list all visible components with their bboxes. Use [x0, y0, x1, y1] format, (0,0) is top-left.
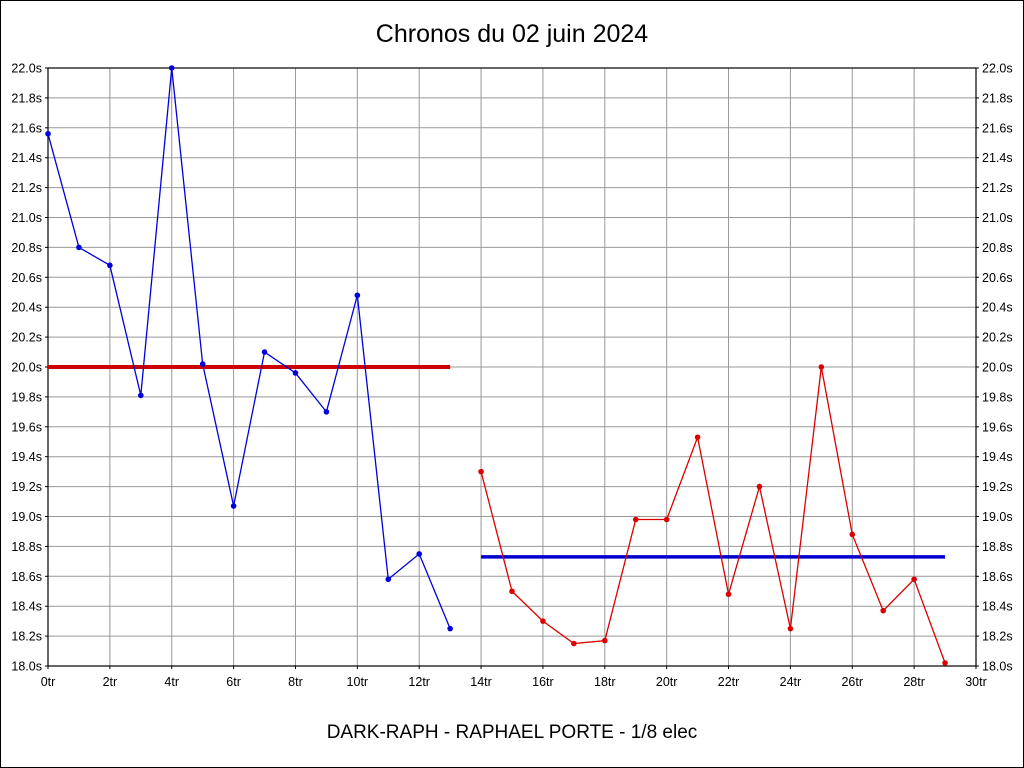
red-series-point — [818, 364, 825, 370]
y-axis-label-right: 19.4s — [982, 450, 1013, 464]
x-axis-label: 18tr — [594, 675, 616, 689]
blue-series-line — [47, 67, 451, 629]
y-axis-label-right: 19.8s — [982, 390, 1013, 404]
blue-series-point — [292, 370, 299, 376]
y-axis-label-right: 21.0s — [982, 211, 1013, 225]
y-axis-label-right: 21.4s — [982, 151, 1013, 165]
blue-series-point — [323, 409, 330, 415]
red-series-point — [632, 516, 639, 523]
red-series-line — [480, 366, 946, 664]
red-series-point — [478, 468, 484, 475]
red-series-point — [911, 576, 917, 583]
red-series-point — [663, 516, 670, 523]
blue-series-point — [230, 503, 237, 509]
red-series-point — [602, 637, 608, 644]
y-axis-label-right: 20.0s — [982, 361, 1013, 375]
y-axis-label-right: 22.0s — [982, 62, 1013, 76]
red-series-point — [756, 483, 763, 490]
red-series-point — [880, 607, 886, 614]
y-axis-label-left: 20.2s — [11, 331, 42, 345]
y-axis-label-right: 18.0s — [982, 660, 1013, 674]
x-axis-label: 4tr — [164, 675, 179, 689]
x-axis-label: 22tr — [718, 675, 740, 689]
y-axis-label-right: 18.2s — [982, 630, 1013, 644]
y-axis-label-left: 22.0s — [11, 62, 42, 76]
red-series-point — [571, 640, 577, 647]
x-axis-label: 10tr — [347, 675, 369, 689]
x-axis-label: 30tr — [965, 675, 987, 689]
y-axis-label-left: 18.6s — [11, 570, 42, 584]
red-series-point — [849, 531, 856, 538]
blue-series-point — [385, 576, 392, 583]
x-axis-label: 8tr — [288, 675, 303, 689]
blue-series-point — [45, 130, 51, 137]
x-axis-label: 20tr — [656, 675, 678, 689]
chart-title: Chronos du 02 juin 2024 — [375, 20, 649, 48]
y-axis-label-left: 20.6s — [11, 271, 42, 285]
y-axis-label-left: 21.8s — [11, 91, 42, 105]
red-series-point — [694, 434, 701, 441]
x-axis-label: 2tr — [103, 675, 118, 689]
blue-series-point — [107, 262, 113, 269]
y-axis-label-left: 20.8s — [11, 241, 42, 255]
y-axis-label-left: 20.0s — [11, 361, 42, 375]
red-series-point — [942, 660, 948, 666]
blue-series-point — [447, 625, 453, 632]
y-axis-label-right: 18.8s — [982, 540, 1013, 554]
y-axis-label-left: 18.8s — [11, 540, 42, 554]
y-axis-label-right: 21.6s — [982, 121, 1013, 135]
y-axis-label-left: 18.2s — [11, 630, 42, 644]
y-axis-label-right: 21.8s — [982, 91, 1013, 105]
y-axis-label-right: 21.2s — [982, 181, 1013, 195]
blue-series-point — [354, 292, 361, 299]
y-axis-label-left: 19.8s — [11, 390, 42, 404]
x-axis-label: 0tr — [41, 675, 56, 689]
y-axis-label-right: 19.6s — [982, 420, 1013, 434]
y-axis-label-right: 20.6s — [982, 271, 1013, 285]
y-axis-label-left: 20.4s — [11, 301, 42, 315]
red-series-point — [540, 618, 546, 624]
x-axis-label: 28tr — [903, 675, 925, 689]
blue-series-point — [138, 392, 144, 399]
y-axis-label-right: 20.2s — [982, 331, 1013, 345]
chart-subtitle: DARK-RAPH - RAPHAEL PORTE - 1/8 elec — [326, 722, 698, 743]
red-series-point — [787, 625, 794, 632]
red-series-point — [725, 591, 732, 598]
x-axis-label: 14tr — [470, 675, 492, 689]
x-axis-label: 12tr — [408, 675, 430, 689]
y-axis-label-left: 19.4s — [11, 450, 42, 464]
y-axis-label-right: 18.4s — [982, 600, 1013, 614]
blue-series-point — [261, 349, 268, 355]
y-axis-label-left: 19.2s — [11, 480, 42, 494]
y-axis-label-right: 20.8s — [982, 241, 1013, 255]
red-series-point — [509, 588, 515, 595]
y-axis-label-left: 21.4s — [11, 151, 42, 165]
blue-series-point — [199, 361, 206, 367]
x-axis-label: 24tr — [780, 675, 802, 689]
y-axis-label-right: 19.2s — [982, 480, 1013, 494]
y-axis-label-right: 18.6s — [982, 570, 1013, 584]
y-axis-label-left: 21.6s — [11, 121, 42, 135]
y-axis-label-left: 18.4s — [11, 600, 42, 614]
blue-series-point — [416, 551, 423, 557]
y-axis-label-right: 20.4s — [982, 301, 1013, 315]
y-axis-label-left: 18.0s — [11, 660, 42, 674]
y-axis-label-left: 21.2s — [11, 181, 42, 195]
y-axis-label-left: 19.0s — [11, 510, 42, 524]
y-axis-label-left: 21.0s — [11, 211, 42, 225]
blue-series-point — [76, 244, 82, 251]
x-axis-label: 6tr — [226, 675, 241, 689]
x-axis-label: 26tr — [841, 675, 863, 689]
x-axis-label: 16tr — [532, 675, 554, 689]
blue-series-point — [168, 65, 175, 71]
y-axis-label-left: 19.6s — [11, 420, 42, 434]
y-axis-label-right: 19.0s — [982, 510, 1013, 524]
